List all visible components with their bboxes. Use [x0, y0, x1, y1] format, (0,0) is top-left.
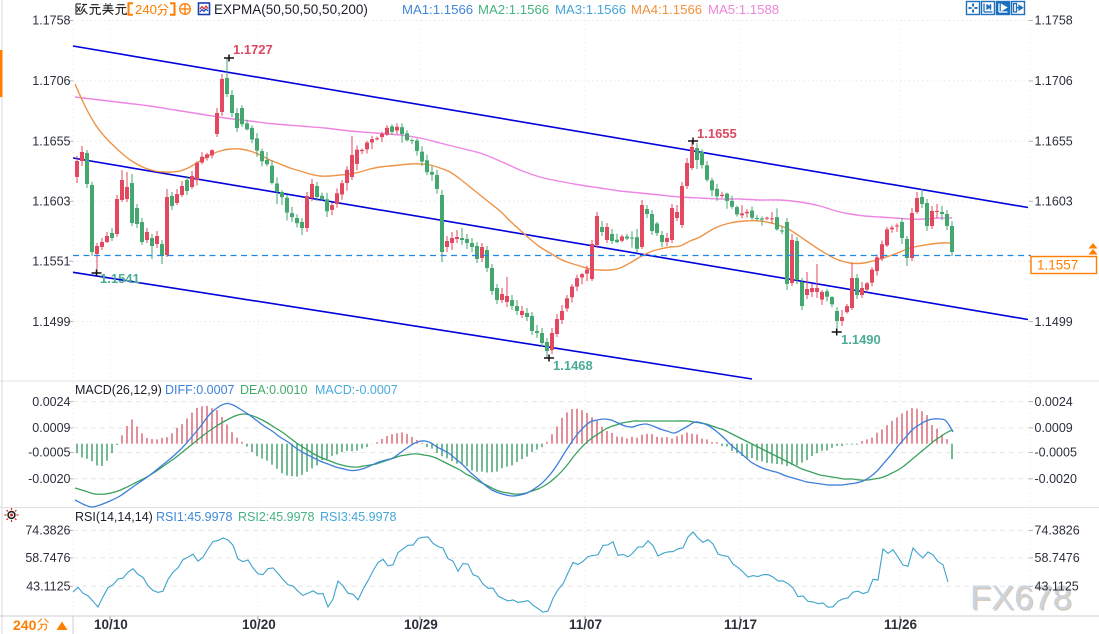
svg-text:240: 240 — [13, 617, 37, 633]
svg-text:1.1490: 1.1490 — [841, 332, 881, 347]
svg-text:-0.0020: -0.0020 — [28, 472, 70, 486]
svg-text:11/26: 11/26 — [884, 617, 918, 632]
svg-text:43.1125: 43.1125 — [1035, 580, 1079, 594]
svg-text:RSI2:45.9978: RSI2:45.9978 — [238, 510, 314, 524]
svg-text:RSI(14,14,14): RSI(14,14,14) — [75, 510, 153, 524]
svg-text:1.1499: 1.1499 — [1035, 315, 1073, 329]
svg-text:1.1706: 1.1706 — [32, 74, 70, 88]
svg-text:10/20: 10/20 — [242, 617, 276, 632]
svg-text:-0.0005: -0.0005 — [28, 446, 70, 460]
svg-text:1.1655: 1.1655 — [1035, 135, 1073, 149]
svg-text:0.0024: 0.0024 — [32, 395, 70, 409]
svg-text:MACD(26,12,9): MACD(26,12,9) — [75, 383, 162, 397]
svg-text:74.3826: 74.3826 — [1035, 524, 1080, 538]
svg-text:0.0024: 0.0024 — [1035, 395, 1073, 409]
svg-text:74.3826: 74.3826 — [25, 524, 70, 538]
svg-text:DEA:0.0010: DEA:0.0010 — [240, 383, 307, 397]
svg-text:MACD:-0.0007: MACD:-0.0007 — [315, 383, 398, 397]
svg-text:58.7476: 58.7476 — [25, 551, 70, 565]
svg-text:-0.0005: -0.0005 — [1035, 446, 1077, 460]
svg-text:1.1541: 1.1541 — [100, 271, 140, 286]
svg-text:MA3:1.1566: MA3:1.1566 — [555, 2, 626, 17]
svg-text:1.1655: 1.1655 — [697, 126, 737, 141]
svg-text:1.1468: 1.1468 — [553, 358, 593, 373]
svg-text:11/07: 11/07 — [569, 617, 602, 632]
svg-text:1.1603: 1.1603 — [32, 195, 70, 209]
svg-text:10/29: 10/29 — [404, 617, 438, 632]
svg-text:FX678: FX678 — [972, 581, 1074, 619]
svg-text:1.1758: 1.1758 — [1035, 14, 1073, 28]
svg-text:MA2:1.1566: MA2:1.1566 — [478, 2, 549, 17]
svg-text:FX678: FX678 — [970, 579, 1072, 617]
svg-text:EXPMA(50,50,50,50,200): EXPMA(50,50,50,50,200) — [214, 2, 368, 17]
svg-text:0.0009: 0.0009 — [32, 421, 70, 435]
svg-text:DIFF:0.0007: DIFF:0.0007 — [165, 383, 235, 397]
svg-text:43.1125: 43.1125 — [26, 580, 70, 594]
svg-text:MA1:1.1566: MA1:1.1566 — [402, 2, 473, 17]
svg-text:1.1557: 1.1557 — [1037, 258, 1078, 273]
svg-text:1.1655: 1.1655 — [32, 135, 70, 149]
svg-text:240: 240 — [135, 2, 157, 17]
svg-text:1.1499: 1.1499 — [32, 315, 70, 329]
svg-text:1.1727: 1.1727 — [233, 42, 273, 57]
svg-text:1.1603: 1.1603 — [1035, 195, 1073, 209]
svg-text:RSI3:45.9978: RSI3:45.9978 — [320, 510, 396, 524]
svg-text:MA5:1.1588: MA5:1.1588 — [708, 2, 779, 17]
svg-text:1.1706: 1.1706 — [1035, 74, 1073, 88]
svg-text:-0.0020: -0.0020 — [1035, 472, 1077, 486]
svg-text:58.7476: 58.7476 — [1035, 551, 1080, 565]
svg-text:11/17: 11/17 — [724, 617, 757, 632]
svg-text:1.1758: 1.1758 — [32, 14, 70, 28]
svg-text:RSI1:45.9978: RSI1:45.9978 — [156, 510, 232, 524]
svg-text:MA4:1.1566: MA4:1.1566 — [631, 2, 702, 17]
svg-text:0.0009: 0.0009 — [1035, 421, 1073, 435]
svg-text:10/10: 10/10 — [94, 617, 128, 632]
svg-text:1.1551: 1.1551 — [32, 254, 70, 268]
